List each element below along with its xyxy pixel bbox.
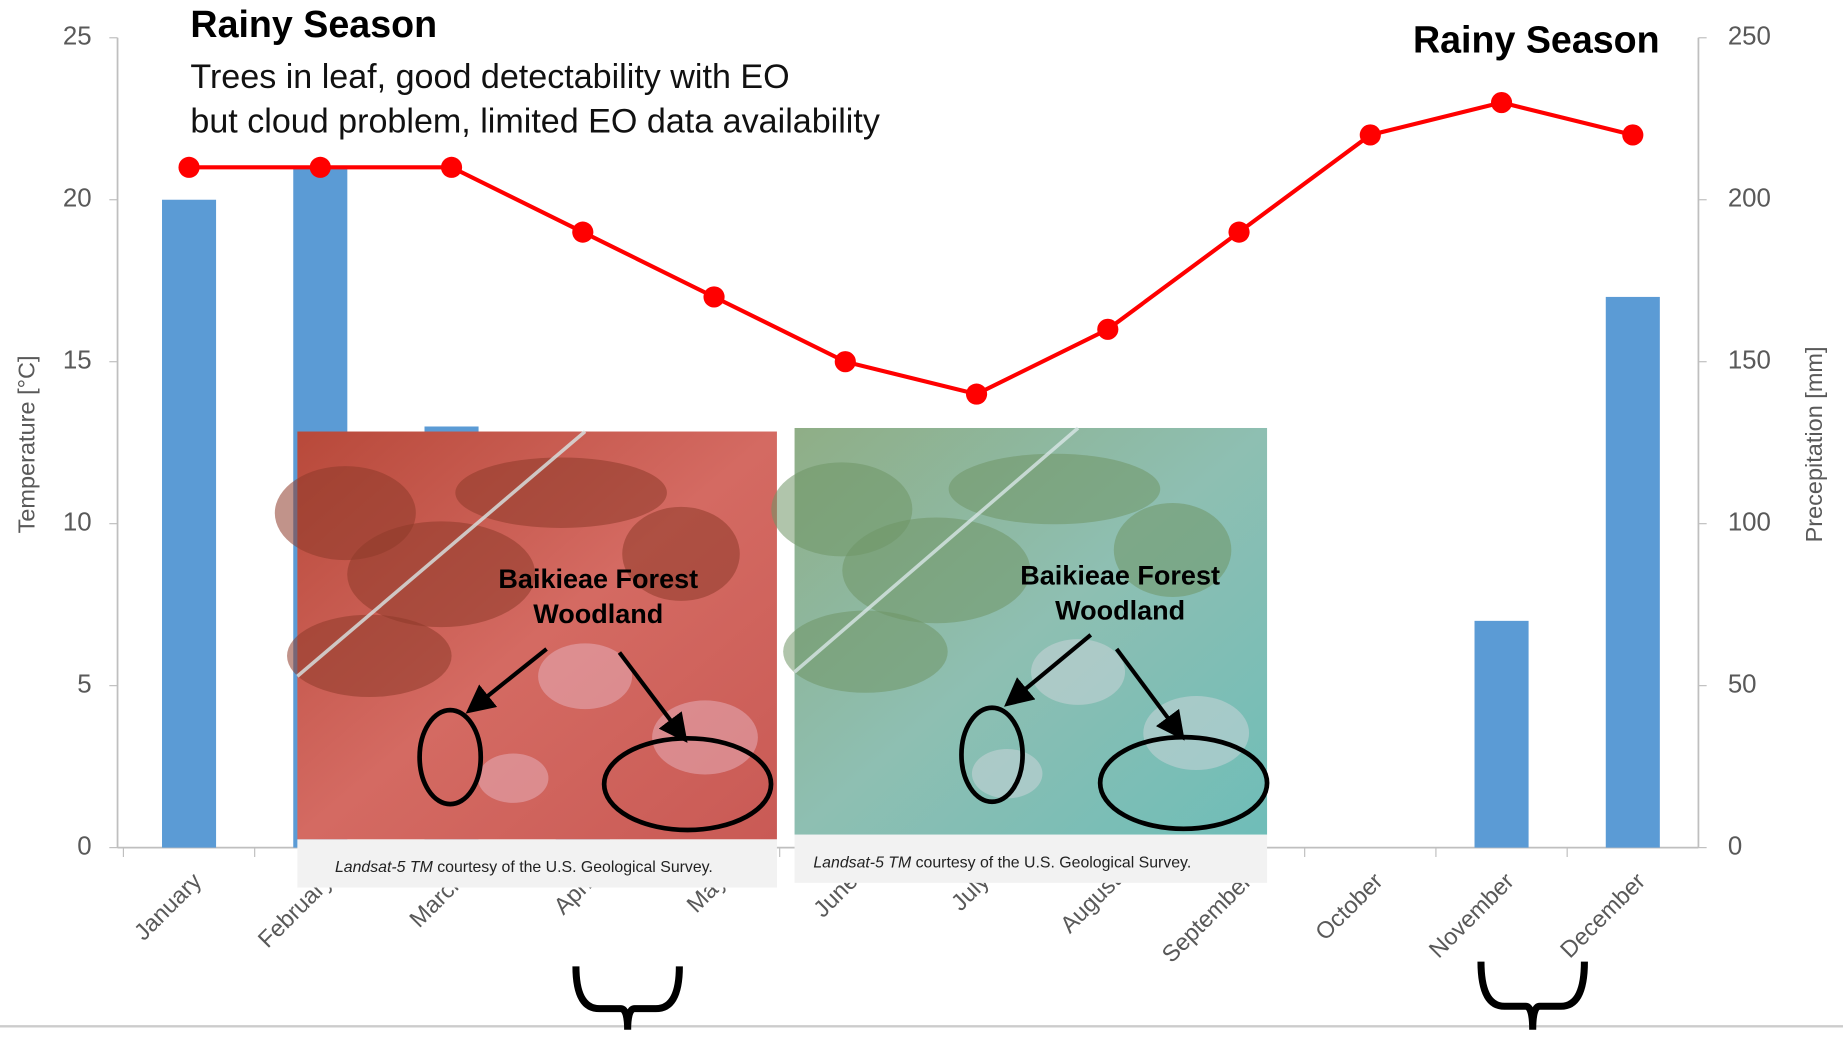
y2-tick-label: 200 xyxy=(1728,185,1771,213)
line-marker xyxy=(178,157,199,178)
y-tick-label: 20 xyxy=(63,185,92,213)
image-texture xyxy=(538,643,632,709)
x-tick-label: December xyxy=(1555,868,1650,963)
line-marker xyxy=(441,157,462,178)
bar xyxy=(1606,297,1660,848)
line xyxy=(189,103,1633,395)
y-tick-label: 0 xyxy=(77,832,91,860)
line-marker xyxy=(703,286,724,307)
image-caption: Landsat-5 TM courtesy of the U.S. Geolog… xyxy=(335,859,713,876)
chart: Rainy Season Trees in leaf, good detecta… xyxy=(0,0,1843,1037)
line-marker xyxy=(966,384,987,405)
y2-tick-label: 50 xyxy=(1728,670,1757,698)
line-marker xyxy=(1097,319,1118,340)
y-tick-label: 10 xyxy=(63,508,92,536)
x-tick-label: January xyxy=(129,868,207,946)
annotation-title: Rainy Season xyxy=(1413,18,1660,60)
brace xyxy=(576,966,679,1029)
image-texture xyxy=(783,611,948,693)
image-texture xyxy=(455,457,667,528)
x-tick-label: November xyxy=(1424,868,1519,963)
satellite-image: Baikieae Forest Woodland Landsat-5 TM cour… xyxy=(771,428,1267,883)
bar xyxy=(1475,621,1529,848)
image-texture xyxy=(287,615,452,697)
y-tick-label: 15 xyxy=(63,347,92,375)
y-tick-label: 5 xyxy=(77,670,91,698)
annotation-title: Rainy Season xyxy=(190,3,437,45)
line-marker xyxy=(1491,92,1512,113)
image-label: Baikieae Forest xyxy=(1020,560,1220,590)
caption-text: courtesy of the U.S. Geological Survey. xyxy=(916,855,1192,872)
y2-tick-label: 100 xyxy=(1728,508,1771,536)
page: {"chart_data": {"type": "combo", "annota… xyxy=(0,0,1843,1037)
y2-tick-label: 250 xyxy=(1728,23,1771,51)
y-tick-label: 25 xyxy=(63,23,92,51)
satellite-image: Baikieae Forest Woodland Landsat-5 TM cour… xyxy=(275,432,777,888)
line-marker xyxy=(1622,124,1643,145)
image-label: Woodland xyxy=(533,599,663,629)
y2-axis-label: Precepitation [mm] xyxy=(1801,346,1827,542)
brace xyxy=(1481,962,1584,1030)
y2-tick-label: 0 xyxy=(1728,832,1742,860)
x-tick-label: October xyxy=(1310,868,1388,946)
caption-source: Landsat-5 TM xyxy=(813,855,912,872)
bar xyxy=(162,200,216,848)
image-texture xyxy=(478,754,549,803)
y2-tick-label: 150 xyxy=(1728,347,1771,375)
image-label: Woodland xyxy=(1055,596,1185,626)
y-axis-label: Temperature [°C] xyxy=(13,356,39,534)
image-caption: Landsat-5 TM courtesy of the U.S. Geolog… xyxy=(813,855,1191,872)
line-marker xyxy=(835,351,856,372)
caption-text: courtesy of the U.S. Geological Survey. xyxy=(437,859,713,876)
line-marker xyxy=(572,222,593,243)
annotation-line: but cloud problem, limited EO data avail… xyxy=(190,103,879,141)
image-label: Baikieae Forest xyxy=(498,564,698,594)
annotation-line: Trees in leaf, good detectability with E… xyxy=(190,58,789,96)
line-marker xyxy=(310,157,331,178)
line-marker xyxy=(1228,222,1249,243)
image-texture xyxy=(972,749,1043,798)
line-marker xyxy=(1360,124,1381,145)
caption-source: Landsat-5 TM xyxy=(335,859,434,876)
